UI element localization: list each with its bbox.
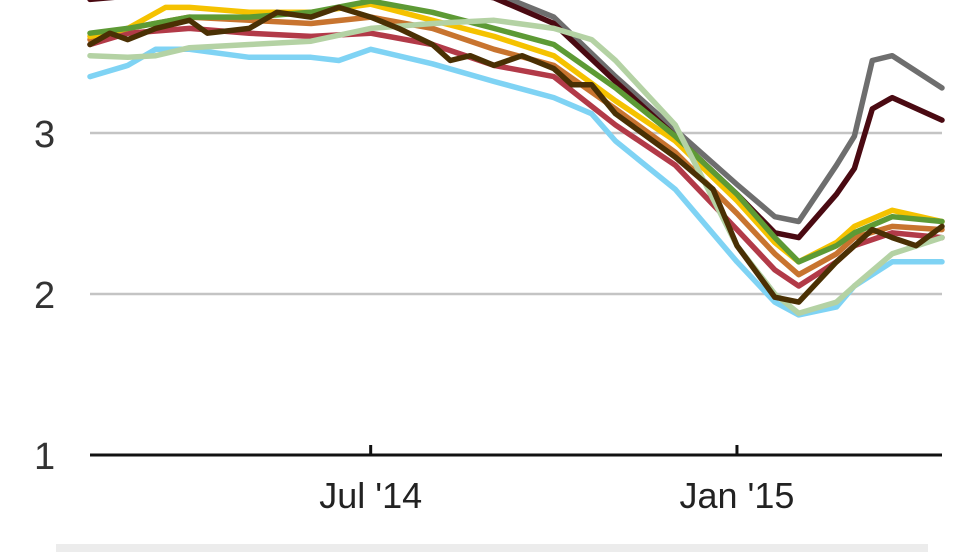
- y-tick-labels: 1 2 3: [34, 114, 55, 478]
- x-tick-labels: Jul '14 Jan '15: [319, 475, 794, 516]
- series-lines: [87, 0, 945, 318]
- y-tick-label: 1: [34, 436, 55, 478]
- series-line-7: [87, 0, 945, 265]
- x-tick-label: Jul '14: [319, 475, 422, 516]
- x-axis: [90, 445, 942, 457]
- footer-bar: [56, 544, 928, 552]
- series-line-8: [87, 17, 945, 317]
- series-line-4: [87, 25, 945, 289]
- y-tick-label: 3: [34, 114, 55, 156]
- series-line-2: [87, 0, 945, 241]
- series-line-1: [504, 0, 945, 225]
- series-line-9: [87, 4, 945, 305]
- series-line-3: [87, 46, 945, 318]
- gridlines: [90, 131, 942, 296]
- x-tick-label: Jan '15: [679, 475, 794, 516]
- y-tick-label: 2: [34, 275, 55, 317]
